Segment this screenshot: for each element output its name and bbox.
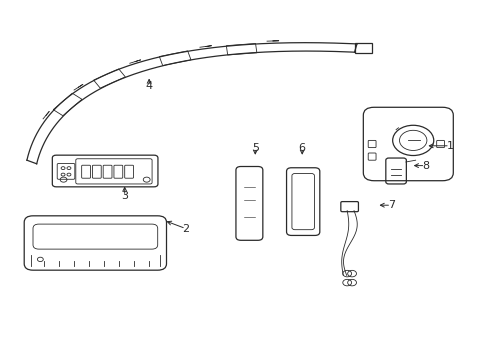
Text: 8: 8 (421, 161, 428, 171)
Text: 3: 3 (121, 191, 128, 201)
Text: 1: 1 (446, 141, 452, 151)
Text: 6: 6 (298, 143, 305, 153)
Text: 2: 2 (182, 224, 189, 234)
Text: 7: 7 (387, 200, 394, 210)
Text: 5: 5 (251, 143, 258, 153)
Text: 4: 4 (145, 81, 152, 91)
